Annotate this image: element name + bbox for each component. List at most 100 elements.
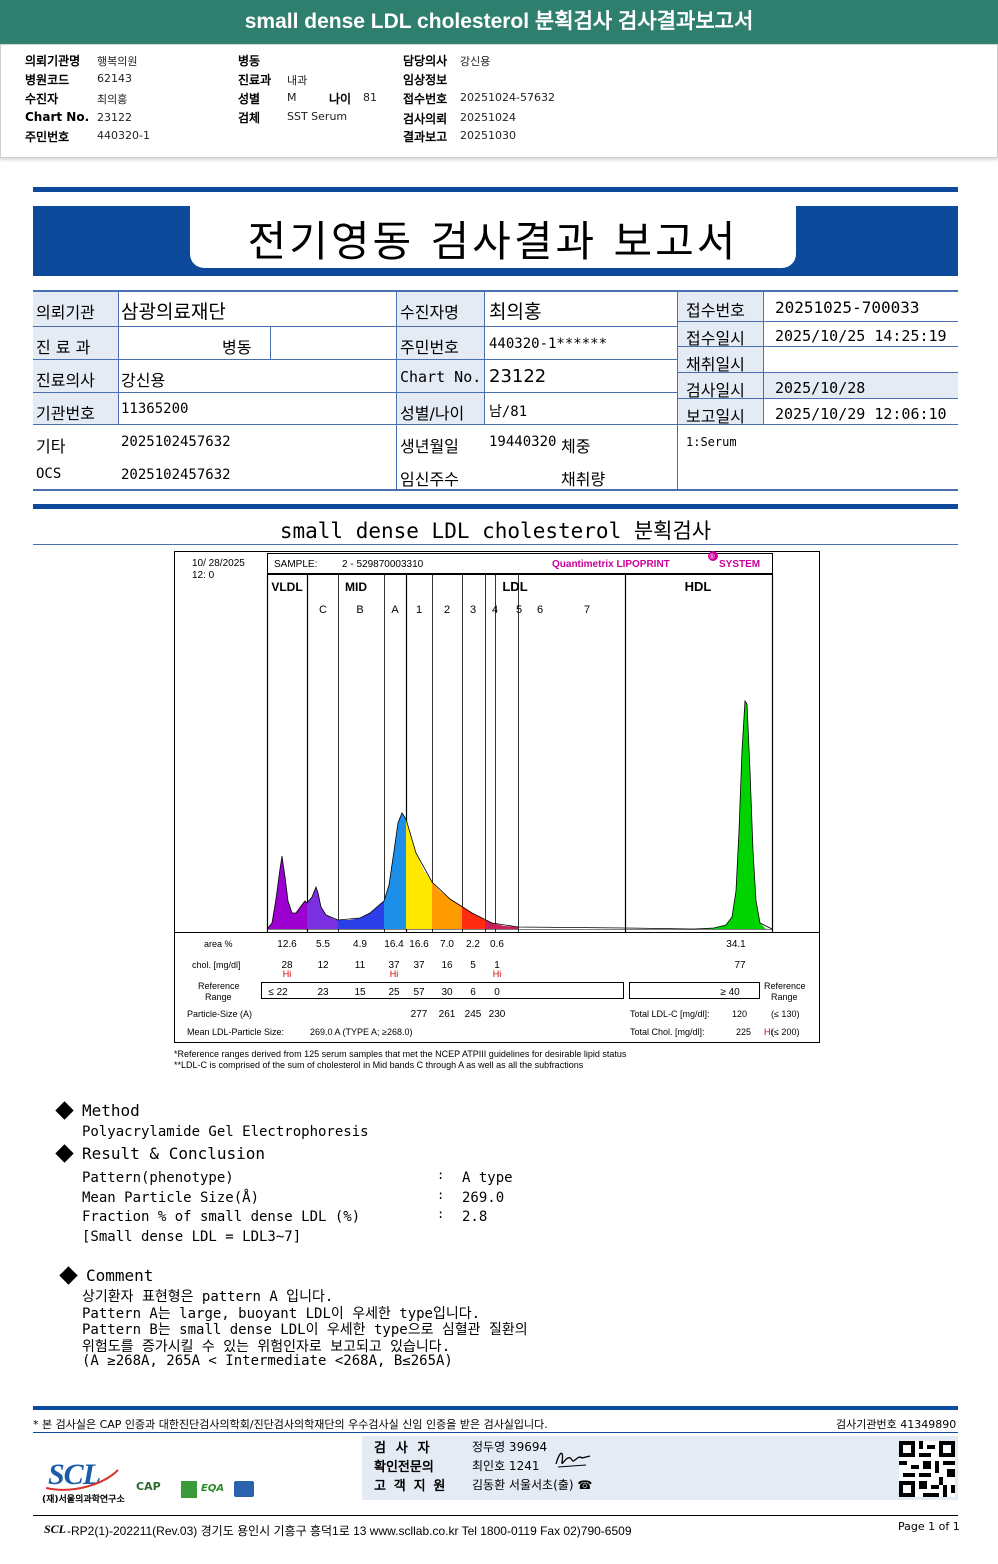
specimen-value: SST Serum (287, 110, 348, 123)
result-date-value: 20251030 (460, 129, 516, 142)
test-dt-label: 검사일시 (686, 381, 745, 400)
chol-value: 1 (494, 960, 500, 971)
collect-dt-label: 채취일시 (686, 355, 745, 374)
ref-value: 25 (388, 987, 400, 998)
signature-panel (362, 1436, 958, 1500)
chol-value: 11 (355, 960, 366, 971)
result-colon: : (437, 1207, 445, 1221)
section-top-rule (33, 504, 958, 509)
chol-value: 37 (413, 960, 425, 971)
sex-value: M (287, 91, 297, 104)
ref-value-hdl: ≥ 40 (720, 987, 740, 998)
table-rule (677, 346, 958, 347)
clinical-info-label: 임상정보 (403, 73, 448, 87)
particle-size-value: 230 (489, 1009, 506, 1020)
ref-hdl-label-1: Reference (764, 981, 806, 991)
peak-area-mid-b (338, 901, 384, 929)
report-banner-title: small dense LDL cholesterol 분획검사 검사결과보고서 (0, 0, 998, 44)
comment-bullet-icon (59, 1266, 78, 1285)
report-title: 전기영동 검사결과 보고서 (247, 217, 739, 266)
total-chol-ref: (≤ 200) (771, 1027, 799, 1037)
method-bullet-icon (55, 1101, 74, 1120)
signature-icon (555, 1452, 591, 1468)
ref-row-label-2: Range (205, 992, 232, 1002)
table-rule (33, 489, 958, 491)
band-labels: C B A 1 2 3 4 5 6 7 (319, 604, 590, 616)
chart-frame (174, 551, 820, 1043)
sex-label: 성별 (238, 92, 261, 106)
section-bottom-rule (33, 544, 958, 545)
physician-label: 담당의사 (403, 54, 448, 68)
institution-label: 의뢰기관 (36, 303, 95, 322)
rrn-table-value: 440320-1****** (489, 336, 608, 352)
request-header-panel: 의뢰기관명 행복의원 병원코드 62143 수진자 최의홍 Chart No. … (0, 44, 998, 158)
total-chol-value: 225 (736, 1027, 751, 1037)
ref-value: 57 (413, 987, 425, 998)
band-label-1: 1 (416, 604, 422, 616)
ref-range-box (261, 982, 624, 999)
total-ldlc-ref: (≤ 130) (771, 1009, 799, 1019)
chol-value: 37 (388, 960, 400, 971)
area-value: 0.6 (490, 939, 504, 950)
particle-size-value: 261 (439, 1009, 456, 1020)
group-label-ldl: LDL (502, 579, 527, 594)
receipt-dt-value: 2025/10/25 14:25:19 (775, 327, 947, 345)
inst-no-label: 기관번호 (36, 404, 95, 423)
address-rule (33, 1515, 958, 1516)
qr-code-icon (899, 1441, 955, 1497)
table-rule (677, 372, 958, 373)
address-logo: SCL (44, 1522, 67, 1536)
ward-table-value: 병동 (222, 338, 252, 357)
peak-area-hdl (694, 701, 766, 929)
ref-value: 30 (441, 987, 453, 998)
method-title: Method (82, 1101, 140, 1120)
chol-value-hdl: 77 (734, 960, 746, 971)
mean-size-value: 269.0 A (TYPE A; ≥268.0) (310, 1027, 413, 1037)
comment-line-4: 위험도를 증가시킬 수 있는 위험인자로 보고되고 있습니다. (82, 1339, 451, 1355)
footnote-1: *Reference ranges derived from 125 serum… (174, 1049, 627, 1059)
particle-size-value: 245 (465, 1009, 482, 1020)
patient-table-value: 최의홍 (489, 301, 542, 323)
ref-value: 15 (354, 987, 366, 998)
cert-note: * 본 검사실은 CAP 인증과 대한진단검사의학회/진단검사의학재단의 우수검… (33, 1418, 548, 1431)
sample-box (267, 553, 773, 574)
receipt-no-value: 20251024-57632 (460, 91, 555, 104)
result-value-size: 269.0 (462, 1190, 505, 1206)
examiner-label: 검 사 자 (374, 1441, 431, 1456)
comment-line-1: 상기환자 표현형은 pattern A 입니다. (82, 1289, 334, 1305)
area-value: 16.4 (384, 939, 404, 950)
chol-value: 5 (470, 960, 476, 971)
result-label-pattern: Pattern(phenotype) (82, 1170, 234, 1186)
comment-line-5: (A ≥268A, 265A < Intermediate <268A, B≤2… (82, 1353, 453, 1369)
footnote-2: **LDL-C is comprised of the sum of chole… (174, 1060, 584, 1070)
band-label-7: 7 (584, 604, 590, 616)
table-vrule (118, 291, 119, 424)
page-number: Page 1 of 1 (898, 1520, 960, 1533)
band-label-3: 3 (470, 604, 476, 616)
comment-title: Comment (86, 1266, 154, 1285)
specialist-value: 최인호 1241 (472, 1459, 540, 1473)
total-ldlc-value: 120 (732, 1009, 747, 1019)
table-rule (33, 359, 677, 360)
particle-size-value: 277 (411, 1009, 428, 1020)
peak-area-mid-c (307, 887, 338, 929)
ref-hdl-label-2: Range (771, 992, 798, 1002)
comment-line-2: Pattern A는 large, buoyant LDL이 우세한 type입… (82, 1306, 481, 1322)
weight-label: 체중 (561, 437, 591, 456)
doctor-label: 진료의사 (36, 371, 95, 390)
table-vrule (677, 291, 678, 489)
peak-area-mid-a (384, 813, 406, 929)
chol-value: 12 (317, 960, 329, 971)
result-label-fraction: Fraction % of small dense LDL (%) (82, 1209, 361, 1225)
total-ldlc-label: Total LDL-C [mg/dl]: (630, 1009, 710, 1019)
specimen-label: 검체 (238, 111, 261, 125)
band-label-5: 5 (516, 604, 522, 616)
institution-name-value: 행복의원 (97, 55, 138, 68)
dept-value: 내과 (287, 74, 308, 87)
table-vrule (270, 326, 271, 359)
band-label-4: 4 (492, 604, 498, 616)
kolas-logo-icon (234, 1481, 254, 1497)
cap-logo: CAP (136, 1480, 161, 1493)
peak-area-ldl1 (406, 819, 432, 929)
chart-time: 12: 0 (192, 570, 215, 581)
